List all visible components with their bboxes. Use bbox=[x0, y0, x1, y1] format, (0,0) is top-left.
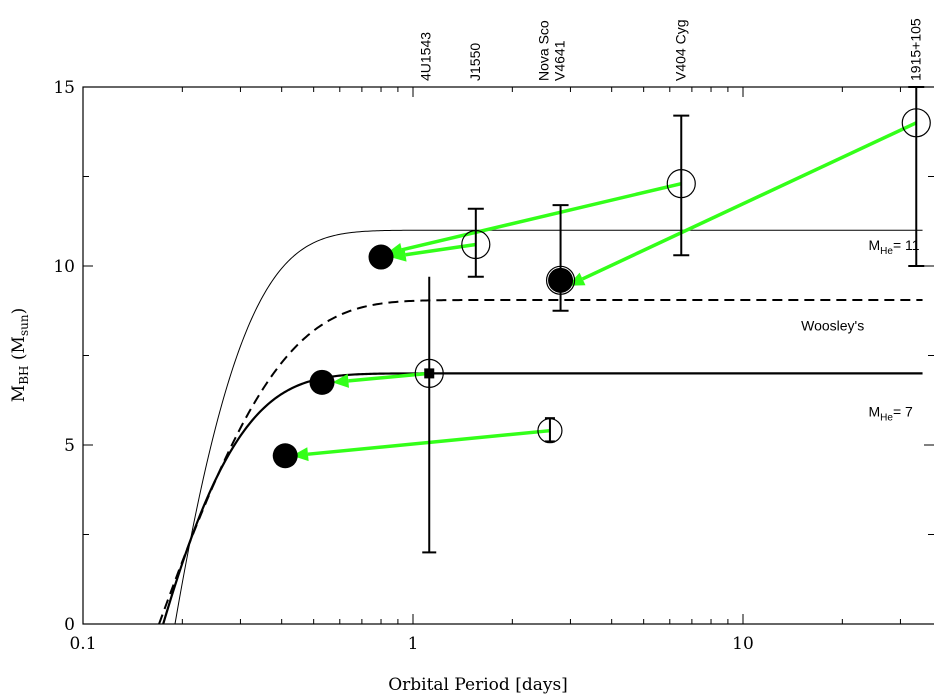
binary-label: J1550 bbox=[467, 43, 483, 81]
predicted-point bbox=[309, 369, 335, 395]
y-tick-label: 0 bbox=[64, 615, 75, 635]
plot-border bbox=[82, 86, 934, 625]
plot-frame: 0 5 10 15 0.1 1 10 bbox=[53, 78, 934, 654]
curve-thick bbox=[162, 372, 923, 625]
x-tick-label: 1 bbox=[408, 634, 419, 654]
curve-label: MHe= 7 bbox=[868, 403, 913, 423]
curve-dashed bbox=[158, 299, 923, 625]
curve-label-tail: = 11 bbox=[893, 237, 920, 253]
predicted-point bbox=[272, 443, 298, 469]
observed-point bbox=[537, 418, 563, 444]
predicted-point bbox=[368, 244, 394, 270]
curve-label-sub: He bbox=[880, 246, 893, 257]
y-axis-label: MBH (Msun) bbox=[9, 308, 31, 402]
square-marker bbox=[424, 368, 435, 379]
binary-label: V4641 bbox=[552, 40, 568, 81]
y-tick-label: 15 bbox=[53, 78, 75, 98]
curve-label: MHe= 11 bbox=[868, 237, 919, 257]
y-tick-label: 5 bbox=[64, 436, 75, 456]
arrow-shaft bbox=[401, 181, 682, 252]
arrow-head bbox=[389, 247, 407, 262]
binary-label: 1915+105 bbox=[907, 18, 923, 81]
y-tick-label: 10 bbox=[53, 257, 75, 277]
observed-point bbox=[414, 358, 444, 388]
curve-label-sub: He bbox=[880, 412, 893, 423]
x-tick-label: 10 bbox=[732, 634, 754, 654]
arrow-head bbox=[332, 373, 350, 388]
x-tick-label: 0.1 bbox=[69, 634, 96, 654]
arrow-head bbox=[292, 447, 309, 462]
curve-label-tail: = 7 bbox=[893, 403, 913, 419]
binary-label: V404 Cyg bbox=[672, 20, 688, 81]
observed-point bbox=[666, 169, 696, 199]
curve-label-main: M bbox=[868, 237, 880, 253]
curve-label-main: M bbox=[868, 403, 880, 419]
arrow-shaft bbox=[581, 121, 918, 281]
arrow-shaft bbox=[405, 242, 477, 257]
curve-label: Woosley's bbox=[801, 317, 864, 333]
data-points bbox=[272, 86, 931, 554]
model-curves bbox=[158, 229, 923, 625]
binary-label: Nova Sco bbox=[536, 20, 552, 81]
observed-point bbox=[901, 108, 931, 138]
arrows-layer bbox=[292, 121, 918, 462]
curve-thin bbox=[174, 229, 923, 625]
observed-point bbox=[461, 229, 491, 260]
x-axis-label: Orbital Period [days] bbox=[388, 675, 568, 695]
binary-label: 4U1543 bbox=[418, 32, 434, 81]
predicted-point bbox=[548, 267, 574, 293]
curve-label-main: Woosley's bbox=[801, 317, 864, 333]
labels-layer: 4U1543 J1550 Nova Sco V4641 V404 Cyg 1915+105… bbox=[418, 18, 924, 423]
observed-point bbox=[545, 265, 576, 295]
